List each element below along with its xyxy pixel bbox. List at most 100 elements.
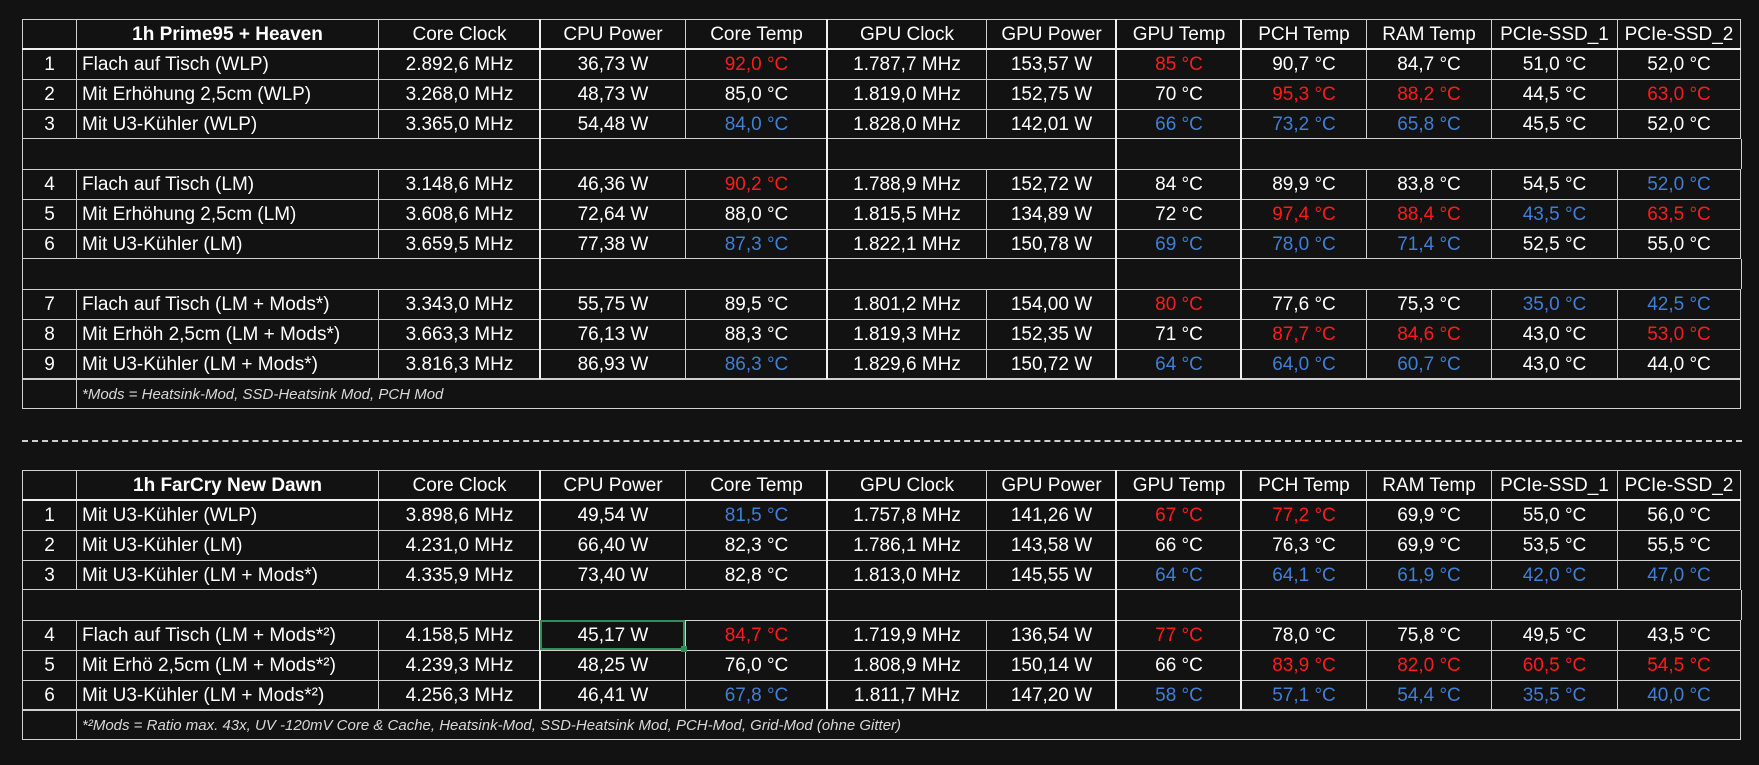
value-cell: 84,6 °C: [1366, 319, 1491, 349]
row-label: Mit U3-Kühler (WLP): [76, 500, 378, 530]
row-number: 6: [22, 229, 76, 259]
value-cell: 88,2 °C: [1366, 79, 1491, 109]
row-number: 6: [22, 680, 76, 710]
value-cell: 84 °C: [1116, 169, 1241, 199]
value-cell: 4.158,5 MHz: [378, 620, 540, 650]
row-number: 3: [22, 560, 76, 590]
grid-line: [22, 590, 23, 620]
value-cell: 64,0 °C: [1241, 349, 1366, 379]
value-cell: 82,0 °C: [1366, 650, 1491, 680]
value-cell: 55,5 °C: [1617, 530, 1741, 560]
row-label: Mit U3-Kühler (LM + Mods*²): [76, 680, 378, 710]
row-label: Mit U3-Kühler (LM + Mods*): [76, 560, 378, 590]
column-header: PCIe-SSD_1: [1491, 19, 1617, 49]
value-cell: 92,0 °C: [685, 49, 827, 79]
value-cell: 80 °C: [1116, 289, 1241, 319]
value-cell: 45,5 °C: [1491, 109, 1617, 139]
header-separator: [22, 499, 1741, 501]
value-cell: 90,7 °C: [1241, 49, 1366, 79]
column-header: GPU Power: [986, 19, 1116, 49]
row-label: Mit Erhöh 2,5cm (LM + Mods*): [76, 319, 378, 349]
column-header: Core Temp: [685, 19, 827, 49]
value-cell: 1.811,7 MHz: [827, 680, 986, 710]
value-cell: 3.608,6 MHz: [378, 199, 540, 229]
value-cell: 54,5 °C: [1491, 169, 1617, 199]
value-cell: 48,73 W: [540, 79, 685, 109]
value-cell: 54,4 °C: [1366, 680, 1491, 710]
value-cell: 58 °C: [1116, 680, 1241, 710]
value-cell: 53,5 °C: [1491, 530, 1617, 560]
value-cell: 60,5 °C: [1491, 650, 1617, 680]
value-cell: 61,9 °C: [1366, 560, 1491, 590]
value-cell: 49,54 W: [540, 500, 685, 530]
column-separator: [539, 19, 541, 379]
value-cell: 3.343,0 MHz: [378, 289, 540, 319]
value-cell: 54,48 W: [540, 109, 685, 139]
column-header: RAM Temp: [1366, 19, 1491, 49]
row-label: Mit U3-Kühler (LM + Mods*): [76, 349, 378, 379]
row-label: Mit U3-Kühler (WLP): [76, 109, 378, 139]
value-cell: 1.829,6 MHz: [827, 349, 986, 379]
row-number: 1: [22, 49, 76, 79]
value-cell: 69,9 °C: [1366, 530, 1491, 560]
column-header: Core Clock: [378, 470, 540, 500]
row-number: 8: [22, 319, 76, 349]
row-number: 4: [22, 169, 76, 199]
selected-cell-outline[interactable]: [540, 620, 685, 650]
value-cell: 1.813,0 MHz: [827, 560, 986, 590]
value-cell: 70 °C: [1116, 79, 1241, 109]
header-separator: [22, 48, 1741, 50]
value-cell: 88,0 °C: [685, 199, 827, 229]
value-cell: 43,0 °C: [1491, 349, 1617, 379]
row-label: Mit Erhöhung 2,5cm (WLP): [76, 79, 378, 109]
value-cell: 88,3 °C: [685, 319, 827, 349]
value-cell: 76,0 °C: [685, 650, 827, 680]
grid-line: [1741, 259, 1742, 289]
column-header: CPU Power: [540, 19, 685, 49]
value-cell: 73,2 °C: [1241, 109, 1366, 139]
value-cell: 55,75 W: [540, 289, 685, 319]
value-cell: 88,4 °C: [1366, 199, 1491, 229]
value-cell: 84,7 °C: [1366, 49, 1491, 79]
fill-handle[interactable]: [681, 646, 687, 652]
note-blank-cell: [22, 379, 76, 409]
value-cell: 97,4 °C: [1241, 199, 1366, 229]
value-cell: 66 °C: [1116, 109, 1241, 139]
value-cell: 1.787,7 MHz: [827, 49, 986, 79]
row-label: Flach auf Tisch (LM + Mods*): [76, 289, 378, 319]
column-separator: [826, 19, 828, 379]
value-cell: 86,3 °C: [685, 349, 827, 379]
value-cell: 44,0 °C: [1617, 349, 1741, 379]
value-cell: 55,0 °C: [1491, 500, 1617, 530]
value-cell: 77 °C: [1116, 620, 1241, 650]
value-cell: 77,38 W: [540, 229, 685, 259]
column-separator: [1240, 19, 1242, 379]
grid-line: [22, 139, 23, 169]
value-cell: 89,9 °C: [1241, 169, 1366, 199]
value-cell: 67 °C: [1116, 500, 1241, 530]
row-number: 5: [22, 199, 76, 229]
value-cell: 64,1 °C: [1241, 560, 1366, 590]
grid-line: [1741, 590, 1742, 620]
value-cell: 1.808,9 MHz: [827, 650, 986, 680]
value-cell: 69,9 °C: [1366, 500, 1491, 530]
value-cell: 42,0 °C: [1491, 560, 1617, 590]
value-cell: 56,0 °C: [1617, 500, 1741, 530]
value-cell: 43,5 °C: [1617, 620, 1741, 650]
value-cell: 82,3 °C: [685, 530, 827, 560]
value-cell: 71,4 °C: [1366, 229, 1491, 259]
row-number: 4: [22, 620, 76, 650]
value-cell: 87,7 °C: [1241, 319, 1366, 349]
value-cell: 52,5 °C: [1491, 229, 1617, 259]
row-number: 5: [22, 650, 76, 680]
value-cell: 84,0 °C: [685, 109, 827, 139]
column-separator: [1115, 470, 1117, 710]
value-cell: 64 °C: [1116, 560, 1241, 590]
value-cell: 69 °C: [1116, 229, 1241, 259]
row-number: 7: [22, 289, 76, 319]
value-cell: 76,13 W: [540, 319, 685, 349]
value-cell: 141,26 W: [986, 500, 1116, 530]
value-cell: 66,40 W: [540, 530, 685, 560]
value-cell: 3.898,6 MHz: [378, 500, 540, 530]
row-label: Mit Erhö 2,5cm (LM + Mods*²): [76, 650, 378, 680]
